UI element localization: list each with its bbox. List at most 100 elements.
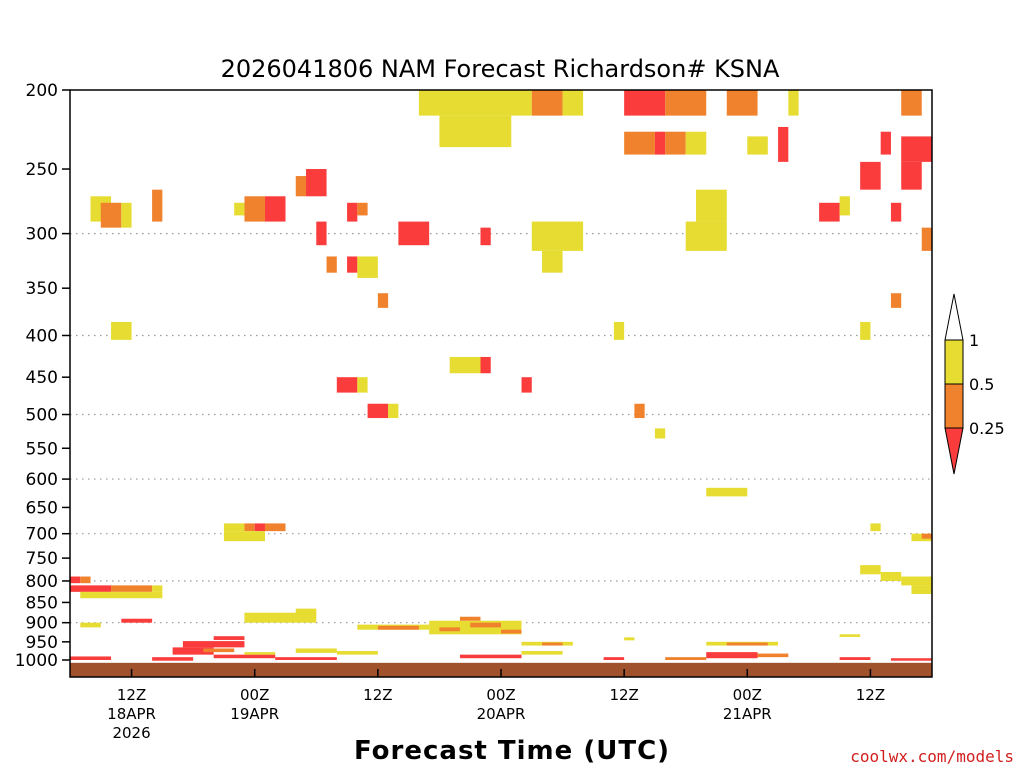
- y-tick-label: 600: [26, 470, 58, 490]
- ri-cell-low: [172, 647, 214, 655]
- ri-cell-mid: [921, 533, 932, 539]
- y-tick-label: 250: [26, 160, 58, 180]
- ri-cell-mid: [542, 642, 563, 646]
- ri-cell-high: [152, 585, 163, 592]
- ri-cell-low: [254, 523, 265, 532]
- ri-cell-mid: [357, 202, 368, 216]
- ri-cell-mid: [890, 293, 902, 308]
- y-tick-label: 200: [26, 81, 58, 101]
- ri-cell-low: [336, 377, 358, 393]
- x-tick-label: 12Z: [609, 686, 638, 704]
- ri-cell-high: [111, 321, 132, 340]
- ri-cell-low: [182, 641, 245, 648]
- ri-cell-high: [839, 634, 861, 637]
- ri-cell-mid: [264, 523, 286, 532]
- x-axis-label: Forecast Time (UTC): [354, 736, 670, 766]
- ri-cell-high: [562, 90, 584, 116]
- ri-cell-low: [459, 654, 522, 659]
- ri-cell-low: [901, 161, 922, 190]
- ri-cell-low: [275, 657, 337, 660]
- ri-cell-high: [521, 651, 563, 655]
- ri-cell-high: [357, 256, 378, 278]
- ri-cell-high: [542, 250, 563, 273]
- y-tick-label: 850: [26, 593, 58, 613]
- chart-title: 2026041806 NAM Forecast Richardson# KSNA: [221, 55, 780, 83]
- ri-cell-low: [70, 585, 112, 592]
- legend-label: 1: [969, 331, 979, 350]
- x-tick-label: 12Z: [856, 686, 885, 704]
- ri-cell-high: [860, 565, 881, 575]
- ri-cell-low: [213, 636, 245, 640]
- ri-cell-mid: [665, 657, 707, 660]
- ri-cell-high: [234, 202, 245, 216]
- ri-cell-high: [901, 576, 932, 586]
- x-tick-label: 20APR: [477, 705, 526, 723]
- y-tick-label: 500: [26, 406, 58, 426]
- x-tick-label: 00Z: [240, 686, 269, 704]
- legend-label: 0.25: [969, 419, 1005, 438]
- x-tick-label: 00Z: [733, 686, 762, 704]
- ri-cell-high: [295, 608, 317, 615]
- ri-cell-high: [531, 221, 584, 251]
- ri-cell-high: [449, 356, 481, 374]
- ri-cell-high: [223, 523, 245, 532]
- y-tick-label: 900: [26, 614, 58, 634]
- ri-cell-high: [685, 131, 707, 155]
- y-tick-label: 350: [26, 279, 58, 299]
- ri-cell-high: [439, 115, 512, 148]
- ri-cell-high: [336, 651, 378, 655]
- ri-cell-high: [788, 90, 799, 116]
- y-tick-label: 300: [26, 225, 58, 245]
- ri-cell-low: [316, 221, 327, 246]
- ri-cell-low: [654, 131, 666, 155]
- ri-cell-mid: [459, 616, 481, 621]
- plot-frame: [69, 89, 933, 678]
- ri-cell-mid: [501, 629, 522, 634]
- ri-cell-mid: [665, 131, 686, 155]
- x-tick-label: 21APR: [723, 705, 772, 723]
- ri-cell-low: [521, 377, 532, 393]
- ri-cell-mid: [901, 90, 922, 116]
- ri-cell-low: [624, 90, 666, 116]
- ri-cell-mid: [152, 189, 163, 222]
- ri-cell-low: [347, 202, 358, 222]
- legend-swatch-below-0.25: [944, 427, 964, 475]
- ri-cell-high: [911, 585, 932, 595]
- ri-cell-high: [244, 612, 317, 623]
- x-tick-label: 2026: [112, 724, 150, 742]
- ri-cell-high: [870, 523, 881, 532]
- ri-cell-high: [223, 531, 265, 542]
- ri-cell-low: [347, 256, 358, 273]
- ri-cell-mid: [624, 131, 655, 155]
- ri-cell-high: [860, 321, 871, 340]
- ri-cell-high: [685, 221, 727, 251]
- heatmap-cells: [70, 90, 932, 661]
- legend-swatch-0.5-1: [944, 339, 964, 385]
- ri-cell-mid: [377, 625, 419, 630]
- ri-cell-mid: [470, 622, 501, 628]
- ri-cell-mid: [244, 523, 255, 532]
- ri-cell-high: [706, 487, 748, 497]
- ri-cell-mid: [111, 585, 153, 592]
- ri-cell-high: [880, 572, 902, 581]
- ri-cell-low: [398, 221, 430, 246]
- y-tick-label: 950: [26, 633, 58, 653]
- credit-text: coolwx.com/models: [850, 747, 1014, 766]
- ri-cell-mid: [326, 256, 337, 273]
- ri-cell-low: [839, 657, 871, 660]
- y-tick-label: 550: [26, 439, 58, 459]
- ri-cell-high: [388, 403, 399, 419]
- ri-cell-low: [367, 403, 389, 419]
- ri-cell-low: [264, 196, 286, 222]
- ri-cell-high: [747, 136, 768, 155]
- y-tick-label: 650: [26, 498, 58, 518]
- y-tick-label: 1000: [15, 651, 58, 671]
- ri-cell-high: [624, 637, 635, 641]
- ri-cell-mid: [244, 196, 265, 222]
- ri-cell-low: [901, 136, 932, 162]
- ri-cell-mid: [665, 90, 707, 116]
- x-tick-label: 19APR: [230, 705, 279, 723]
- ri-cell-mid: [531, 90, 563, 116]
- legend-swatch-above-1: [944, 293, 964, 341]
